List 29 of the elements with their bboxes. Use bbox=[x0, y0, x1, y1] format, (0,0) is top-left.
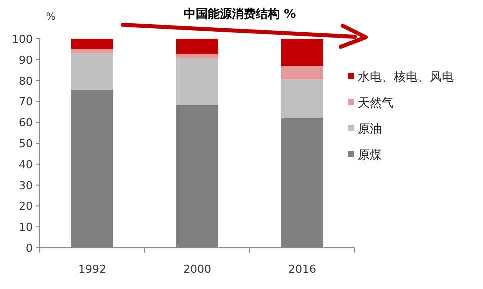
y-tick-label: 80 bbox=[19, 74, 33, 88]
x-tick-label: 2000 bbox=[184, 263, 212, 276]
y-axis-title: % bbox=[46, 12, 56, 23]
legend-label: 水电、核电、风电 bbox=[358, 70, 454, 84]
chart-title: 中国能源消费结构 % bbox=[184, 7, 296, 21]
bar bbox=[176, 54, 218, 59]
bar bbox=[282, 66, 324, 80]
legend-label: 原煤 bbox=[358, 148, 382, 162]
x-tick-label: 1992 bbox=[78, 263, 106, 276]
bar bbox=[72, 39, 114, 50]
legend-label: 原油 bbox=[358, 122, 382, 136]
bar bbox=[72, 53, 114, 90]
y-tick-label: 100 bbox=[12, 33, 33, 46]
y-tick-label: 40 bbox=[19, 158, 33, 172]
y-tick-label: 50 bbox=[19, 138, 33, 150]
bar bbox=[282, 39, 324, 66]
y-tick-label: 60 bbox=[19, 116, 33, 130]
bar bbox=[282, 80, 324, 118]
y-tick-label: 20 bbox=[19, 200, 33, 214]
y-tick-label: 90 bbox=[19, 54, 33, 67]
x-tick-label: 2016 bbox=[288, 263, 316, 276]
bar bbox=[72, 49, 114, 54]
y-tick-label: 70 bbox=[19, 96, 33, 109]
legend-label: 天然气 bbox=[358, 96, 394, 110]
y-tick-label: 30 bbox=[19, 179, 33, 192]
y-tick-label: 0 bbox=[26, 242, 33, 255]
y-tick-label: 10 bbox=[19, 221, 33, 234]
bar bbox=[176, 39, 218, 54]
bar bbox=[176, 58, 218, 105]
